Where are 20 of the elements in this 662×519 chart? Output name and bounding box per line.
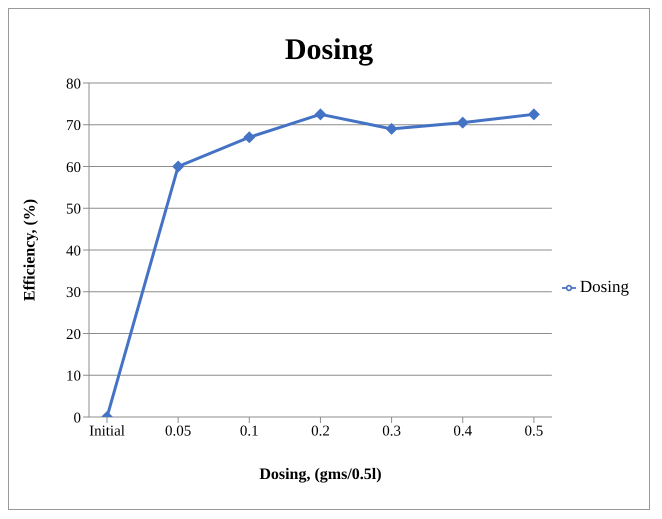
x-tick-label: 0.3	[382, 424, 401, 440]
y-tick-label: 30	[66, 285, 81, 302]
x-axis-title: Dosing, (gms/0.5l)	[259, 466, 382, 483]
y-tick-label: 50	[66, 202, 81, 218]
y-axis-title: Efficiency, (%)	[22, 198, 39, 302]
y-tick-label: 70	[66, 118, 81, 134]
y-tick-label: 60	[66, 160, 81, 176]
x-tick-label: 0.4	[453, 424, 473, 440]
y-tick-label: 10	[66, 368, 81, 385]
y-tick-label: 80	[66, 76, 81, 92]
legend-label: Dosing	[580, 277, 629, 296]
x-tick-label: 0.2	[311, 424, 330, 440]
x-tick-label: 0.05	[165, 424, 192, 440]
x-tick-label: Initial	[89, 424, 125, 440]
y-tick-label: 0	[74, 410, 81, 426]
x-tick-label: 0.1	[240, 424, 259, 440]
y-tick-label: 20	[66, 326, 81, 343]
chart-title: Dosing	[284, 33, 374, 68]
x-tick-label: 0.5	[524, 424, 544, 440]
y-tick-label: 40	[66, 243, 81, 260]
